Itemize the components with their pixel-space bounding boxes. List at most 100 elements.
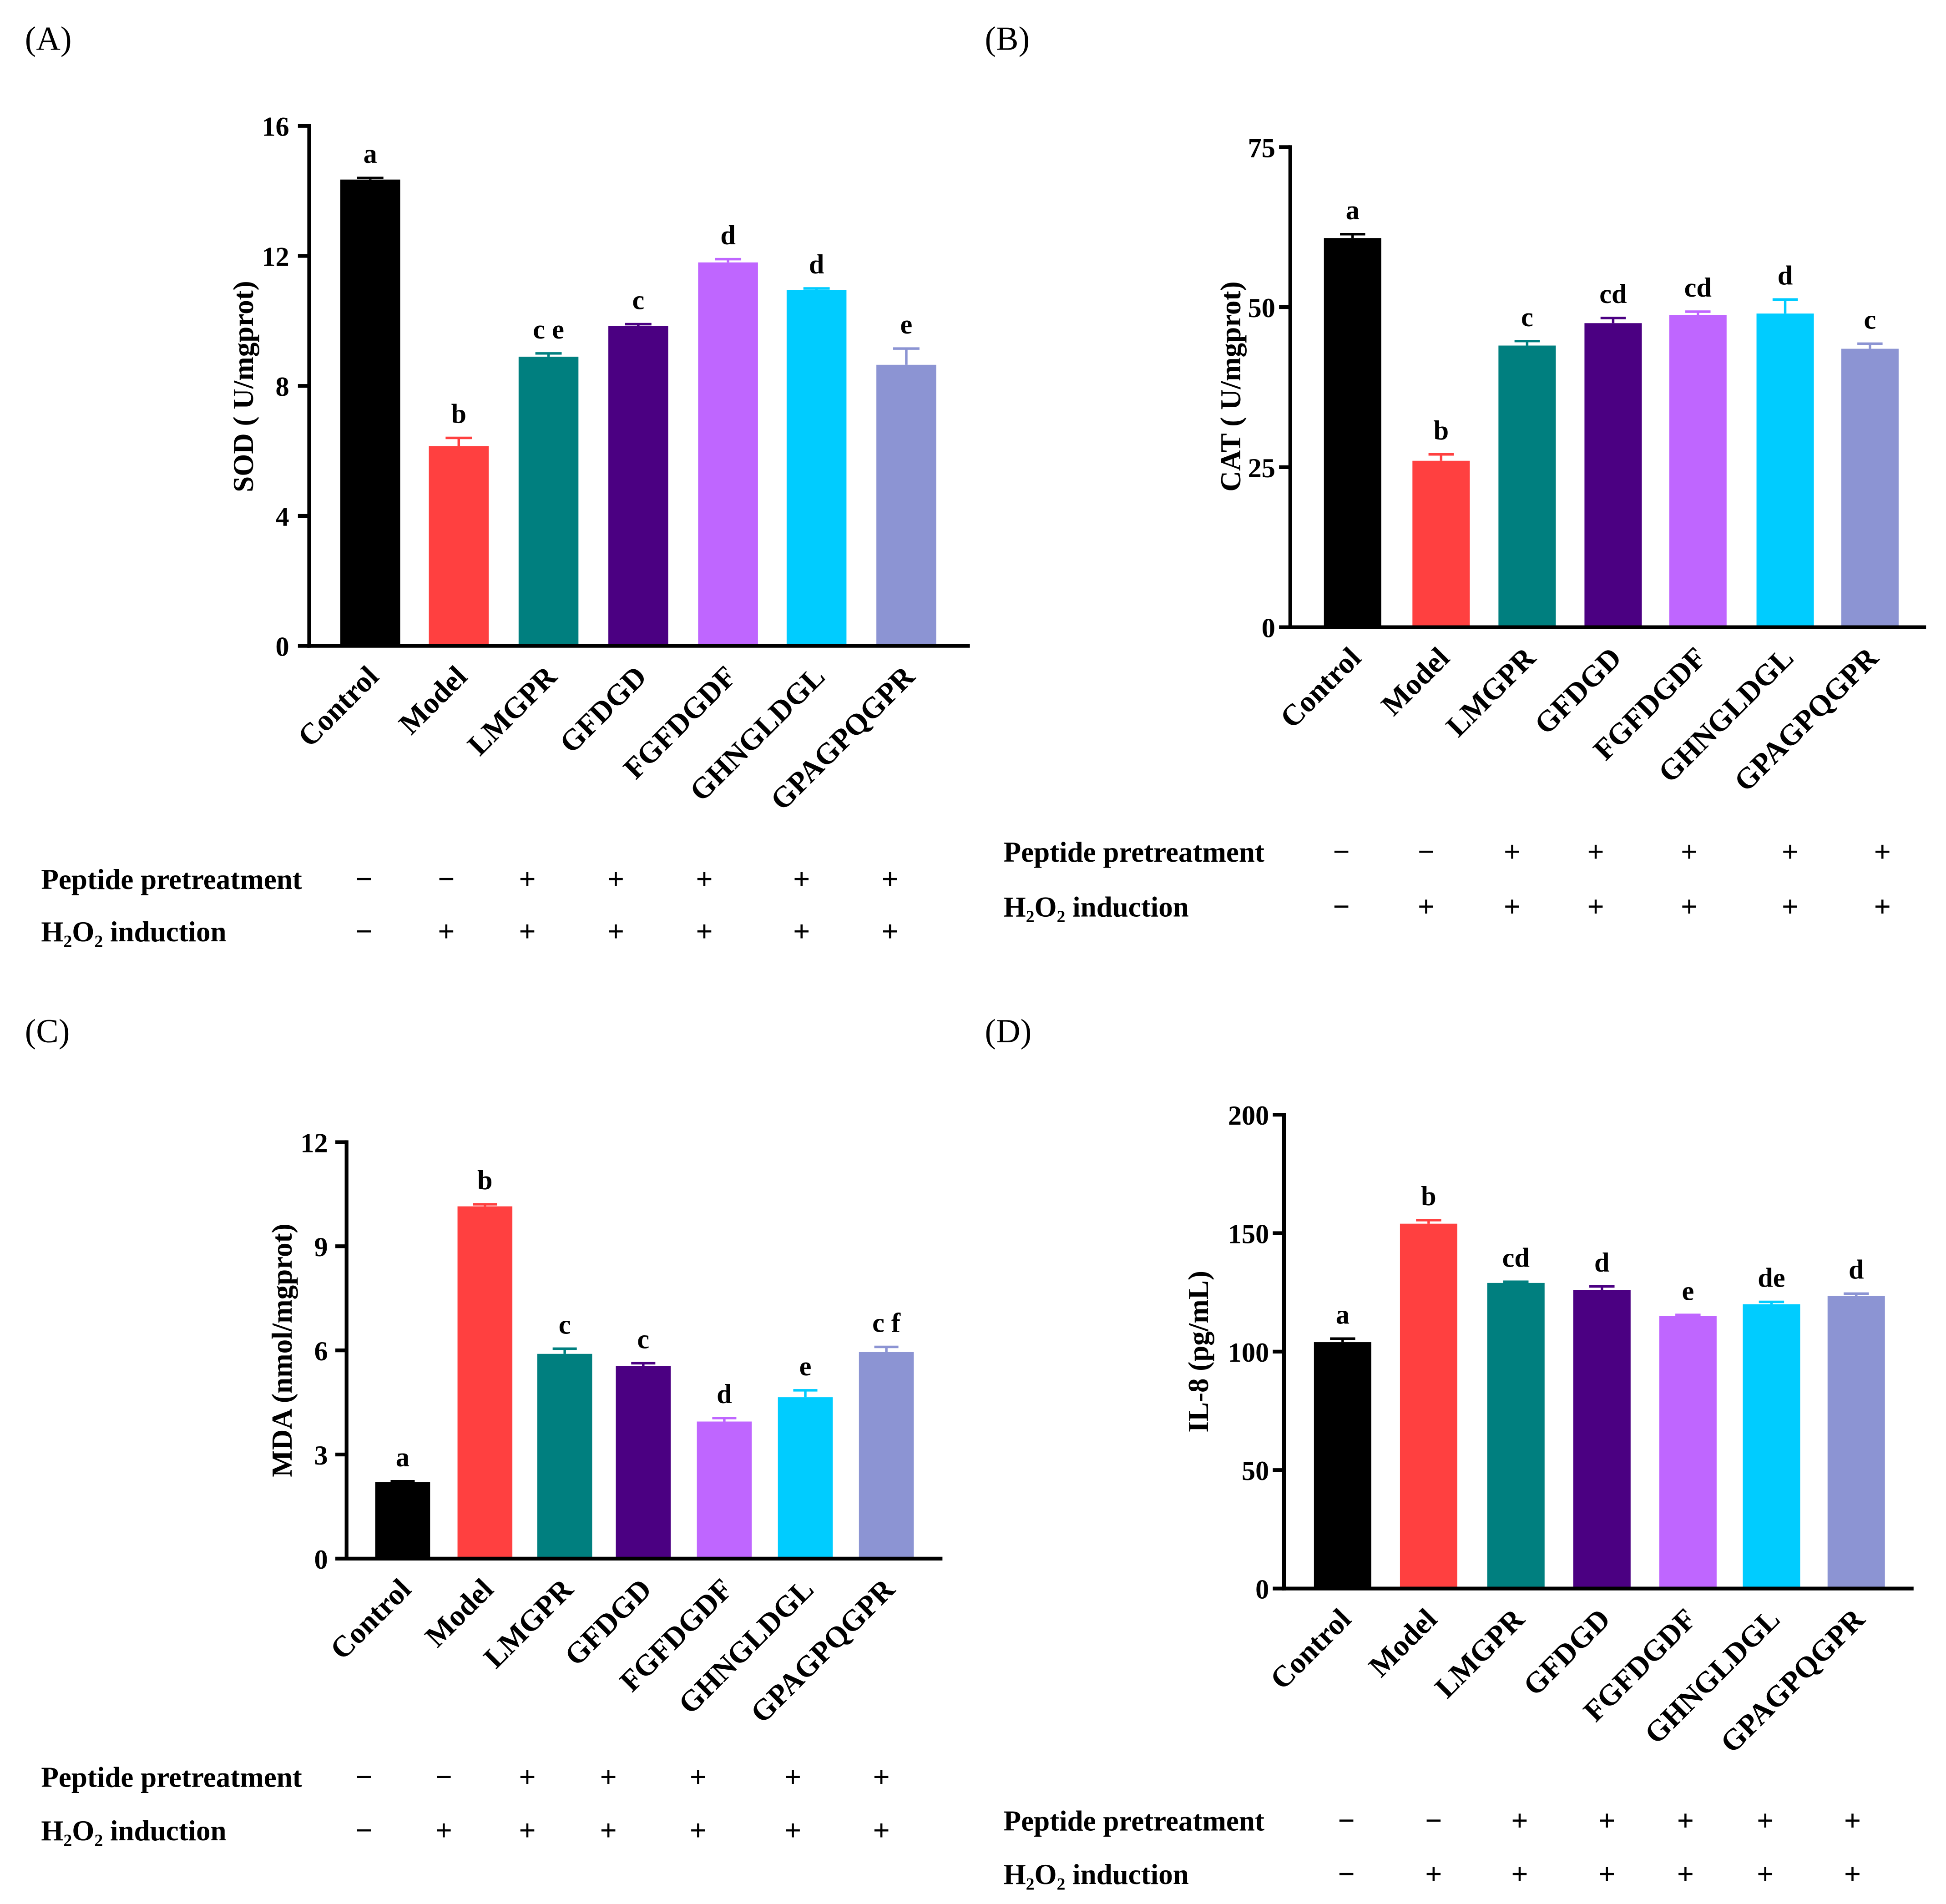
bar-gfdgd <box>1584 323 1642 627</box>
h2o2-induction-sign-model: + <box>438 915 455 948</box>
x-tick-label-lmgpr: LMGPR <box>1429 1602 1532 1705</box>
significance-letter-model: b <box>477 1165 493 1196</box>
significance-letter-model: b <box>1421 1181 1436 1212</box>
error-bar-gpagpqgpr <box>1857 342 1883 349</box>
h2o2-induction-sign-control: − <box>1338 1858 1355 1891</box>
x-tick-label-control: Control <box>1274 641 1368 735</box>
h2o2-induction-sign-ghngldgl: + <box>784 1814 801 1847</box>
error-bar-lmgpr <box>1514 339 1540 346</box>
significance-letter-gpagpqgpr: c f <box>872 1308 901 1338</box>
bar-gfdgd <box>1573 1290 1631 1589</box>
row-label-peptide-pretreatment: Peptide pretreatment <box>41 864 302 895</box>
row-label-peptide-pretreatment: Peptide pretreatment <box>1004 836 1264 868</box>
error-bar-fgfdgdf <box>1685 310 1711 315</box>
bar-fgfdgdf <box>697 1421 752 1559</box>
h2o2-induction-sign-control: − <box>355 1814 372 1847</box>
error-bar-ghngldgl <box>803 287 830 290</box>
error-bar-fgfdgdf <box>712 1417 737 1422</box>
peptide-pretreatment-sign-gpagpqgpr: + <box>873 1760 890 1793</box>
h2o2-induction-sign-gfdgd: + <box>1587 890 1604 923</box>
bar-lmgpr <box>518 356 579 646</box>
x-tick-label-gpagpqgpr: GPAGPQGPR <box>1714 1602 1871 1759</box>
y-axis-label: MDA (nmol/mgprot) <box>266 1224 298 1477</box>
bar-lmgpr <box>537 1354 592 1559</box>
row-label-h2o2-induction: H₂O₂ induction <box>41 916 226 948</box>
h2o2-induction-sign-model: + <box>1425 1858 1442 1891</box>
peptide-pretreatment-sign-model: − <box>435 1760 452 1793</box>
significance-letter-ghngldgl: de <box>1758 1263 1785 1293</box>
h2o2-induction-sign-control: − <box>355 915 372 948</box>
peptide-pretreatment-sign-gpagpqgpr: + <box>1874 835 1891 869</box>
peptide-pretreatment-sign-control: − <box>1338 1804 1355 1837</box>
bar-series <box>375 1203 914 1559</box>
x-tick-label-model: Model <box>1375 641 1456 722</box>
significance-letter-fgfdgdf: cd <box>1684 273 1712 303</box>
y-tick-label: 100 <box>1228 1338 1269 1368</box>
y-axis-label: SOD ( U/mgprot) <box>227 281 259 492</box>
error-bar-model <box>445 436 472 446</box>
y-tick-label: 200 <box>1228 1101 1269 1131</box>
significance-letter-control: a <box>396 1442 409 1473</box>
y-tick-label: 25 <box>1248 453 1275 484</box>
bar-model <box>457 1206 513 1559</box>
significance-letter-gfdgd: d <box>1594 1247 1610 1278</box>
significance-letter-model: b <box>1434 415 1449 446</box>
error-bar-gfdgd <box>1600 317 1626 323</box>
y-tick-label: 0 <box>1255 1575 1269 1605</box>
peptide-pretreatment-sign-model: − <box>1425 1804 1442 1837</box>
peptide-pretreatment-sign-gpagpqgpr: + <box>882 863 899 896</box>
significance-letter-fgfdgdf: d <box>720 220 736 251</box>
y-tick-label: 0 <box>1262 613 1275 643</box>
error-bar-gpagpqgpr <box>893 347 920 365</box>
bar-gfdgd <box>608 326 668 646</box>
bar-control <box>1324 238 1381 627</box>
bar-gpagpqgpr <box>876 364 936 646</box>
peptide-pretreatment-sign-control: − <box>355 1760 372 1793</box>
y-tick-label: 16 <box>262 112 289 142</box>
error-bar-lmgpr <box>552 1347 577 1354</box>
y-tick-label: 150 <box>1228 1219 1269 1249</box>
bar-ghngldgl <box>1743 1304 1800 1589</box>
significance-letter-ghngldgl: d <box>809 249 824 280</box>
significance-letter-fgfdgdf: e <box>1682 1276 1694 1306</box>
h2o2-induction-sign-lmgpr: + <box>519 1814 536 1847</box>
h2o2-induction-sign-gpagpqgpr: + <box>1874 890 1891 923</box>
significance-letter-ghngldgl: d <box>1778 260 1793 291</box>
significance-letter-lmgpr: c e <box>533 314 564 345</box>
error-bar-control <box>390 1480 415 1483</box>
y-tick-label: 12 <box>262 242 289 272</box>
x-tick-label-model: Model <box>393 660 474 741</box>
row-label-h2o2-induction: H₂O₂ induction <box>1004 1859 1189 1890</box>
peptide-pretreatment-sign-ghngldgl: + <box>1782 835 1799 869</box>
peptide-pretreatment-sign-control: − <box>1333 835 1350 869</box>
h2o2-induction-sign-gfdgd: + <box>600 1814 617 1847</box>
error-bar-gpagpqgpr <box>874 1345 899 1352</box>
error-bar-fgfdgdf <box>1675 1313 1701 1316</box>
error-bar-fgfdgdf <box>715 258 742 263</box>
bar-lmgpr <box>1498 345 1556 627</box>
significance-letter-control: a <box>1336 1299 1350 1330</box>
bar-fgfdgdf <box>1659 1316 1717 1589</box>
significance-letter-fgfdgdf: d <box>717 1379 732 1409</box>
significance-letter-model: b <box>451 399 467 429</box>
error-bar-model <box>1428 453 1454 461</box>
x-tick-label-control: Control <box>324 1572 418 1666</box>
significance-letter-lmgpr: c <box>1521 302 1533 333</box>
y-tick-label: 75 <box>1248 133 1275 163</box>
peptide-pretreatment-sign-fgfdgdf: + <box>696 863 713 896</box>
bar-model <box>429 446 489 646</box>
bar-control <box>340 179 400 646</box>
significance-letter-ghngldgl: e <box>799 1351 812 1382</box>
y-tick-label: 6 <box>314 1336 328 1367</box>
peptide-pretreatment-sign-ghngldgl: + <box>793 863 810 896</box>
x-tick-label-gpagpqgpr: GPAGPQGPR <box>744 1572 901 1729</box>
y-tick-label: 9 <box>314 1232 328 1263</box>
bar-control <box>1314 1342 1371 1589</box>
panel-label: (C) <box>25 1013 70 1050</box>
peptide-pretreatment-sign-lmgpr: + <box>519 1760 536 1793</box>
h2o2-induction-sign-model: + <box>1418 890 1435 923</box>
error-bar-ghngldgl <box>1772 298 1798 314</box>
error-bar-control <box>1330 1337 1355 1343</box>
row-label-peptide-pretreatment: Peptide pretreatment <box>1004 1805 1264 1837</box>
